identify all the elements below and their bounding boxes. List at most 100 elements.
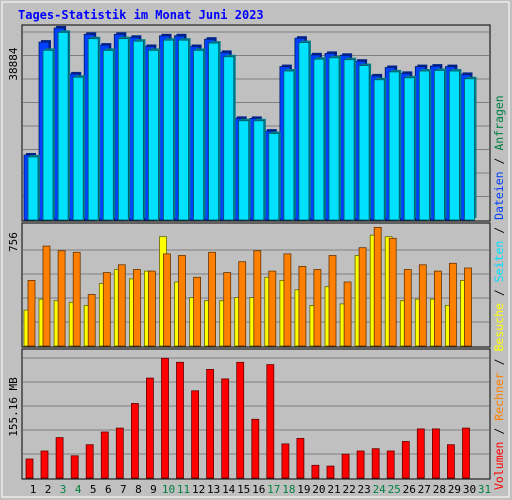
bar-dateien: [27, 156, 39, 221]
bar-rechner: [298, 265, 307, 347]
bar-volumen: [431, 428, 440, 479]
side-legend-item: /: [492, 220, 506, 241]
bar-rechner: [238, 261, 247, 347]
bar-volumen: [416, 428, 425, 479]
bar-dateien: [42, 50, 54, 221]
x-tick-label: 17: [267, 483, 280, 496]
bar-dateien: [418, 70, 430, 221]
side-legend-item: Anfragen: [492, 95, 506, 150]
bar-volumen: [85, 444, 94, 479]
bar-volumen: [115, 427, 124, 479]
bar-rechner: [464, 267, 472, 347]
bar-rechner: [57, 250, 66, 347]
bar-dateien: [117, 38, 129, 221]
bar-rechner: [343, 281, 352, 347]
bar-rechner: [268, 270, 277, 347]
bar-rechner: [27, 279, 36, 347]
bar-rechner: [223, 272, 232, 347]
bar-rechner: [313, 269, 322, 347]
bar-dateien: [313, 58, 325, 221]
side-legend: Volumen / Rechner / Besuche / Seiten / D…: [492, 95, 506, 490]
bar-volumen: [70, 455, 79, 479]
bar-rechner: [283, 253, 292, 347]
bar-volumen: [161, 357, 169, 479]
bar-rechner: [403, 269, 412, 347]
bar-volumen: [176, 361, 184, 479]
bar-dateien: [433, 70, 445, 221]
x-tick-label: 24: [373, 483, 387, 496]
bar-dateien: [464, 78, 475, 221]
bar-rechner: [328, 255, 337, 347]
x-tick-label: 19: [297, 483, 310, 496]
bar-dateien: [208, 42, 220, 221]
bar-rechner: [373, 226, 382, 347]
bar-dateien: [253, 120, 265, 221]
x-tick-label: 29: [448, 483, 461, 496]
x-tick-label: 5: [90, 483, 97, 496]
bar-rechner: [117, 264, 126, 347]
y-max-label: 155.16 MB: [7, 377, 20, 437]
bar-rechner: [163, 253, 171, 347]
bar-dateien: [223, 56, 235, 221]
x-tick-label: 8: [135, 483, 142, 496]
bar-dateien: [163, 39, 174, 221]
x-tick-label: 15: [237, 483, 250, 496]
bar-dateien: [147, 50, 159, 221]
bar-rechner: [42, 245, 51, 347]
bars: [23, 26, 477, 479]
side-legend-item: /: [492, 282, 506, 303]
bar-volumen: [326, 465, 335, 479]
bar-dateien: [57, 32, 69, 221]
x-tick-label: 12: [192, 483, 205, 496]
side-legend-item: /: [492, 151, 506, 172]
y-max-label: 38884: [7, 47, 20, 80]
bar-volumen: [341, 453, 350, 479]
x-tick-label: 6: [105, 483, 112, 496]
bar-volumen: [25, 458, 34, 479]
bar-rechner: [193, 276, 202, 347]
bar-dateien: [388, 71, 400, 221]
x-tick-label: 10: [162, 483, 175, 496]
side-legend-item: /: [492, 352, 506, 373]
x-axis-labels: 1 2 3 4 5 6 7 8 9 10 11 12 13 14 15 16 17 18 19 20 21 22 23 24 2…: [30, 483, 491, 496]
bar-dateien: [358, 65, 370, 221]
bar-dateien: [283, 70, 295, 221]
side-legend-item: Rechner: [492, 372, 506, 421]
x-tick-label: 4: [75, 483, 82, 496]
side-legend-item: Seiten: [492, 241, 506, 283]
side-legend-item: Besuche: [492, 303, 506, 352]
bar-rechner: [72, 251, 81, 347]
bar-dateien: [72, 76, 84, 221]
bar-dateien: [268, 133, 280, 221]
bar-rechner: [418, 264, 427, 347]
bar-dateien: [178, 39, 189, 221]
x-tick-label: 21: [327, 483, 340, 496]
bar-volumen: [296, 437, 305, 479]
side-legend-item: Volumen: [492, 442, 506, 490]
x-tick-label: 27: [418, 483, 431, 496]
side-legend-item: Dateien: [492, 171, 506, 219]
chart-title: Tages-Statistik im Monat Juni 2023: [18, 8, 264, 22]
bar-volumen: [462, 427, 470, 479]
bar-rechner: [253, 250, 262, 347]
x-tick-label: 13: [207, 483, 220, 496]
bar-dateien: [132, 40, 144, 221]
bar-volumen: [236, 361, 245, 479]
bar-volumen: [145, 377, 154, 479]
bar-rechner: [208, 251, 217, 347]
bar-dateien: [448, 70, 460, 221]
x-tick-label: 26: [403, 483, 416, 496]
x-tick-label: 18: [282, 483, 295, 496]
bar-volumen: [100, 431, 109, 479]
bar-rechner: [178, 255, 186, 347]
bar-volumen: [356, 450, 365, 479]
bar-volumen: [371, 448, 380, 479]
bar-rechner: [132, 269, 141, 347]
x-tick-label: 25: [388, 483, 401, 496]
x-tick-label: 28: [433, 483, 446, 496]
bar-volumen: [401, 441, 410, 479]
bar-dateien: [373, 79, 385, 221]
